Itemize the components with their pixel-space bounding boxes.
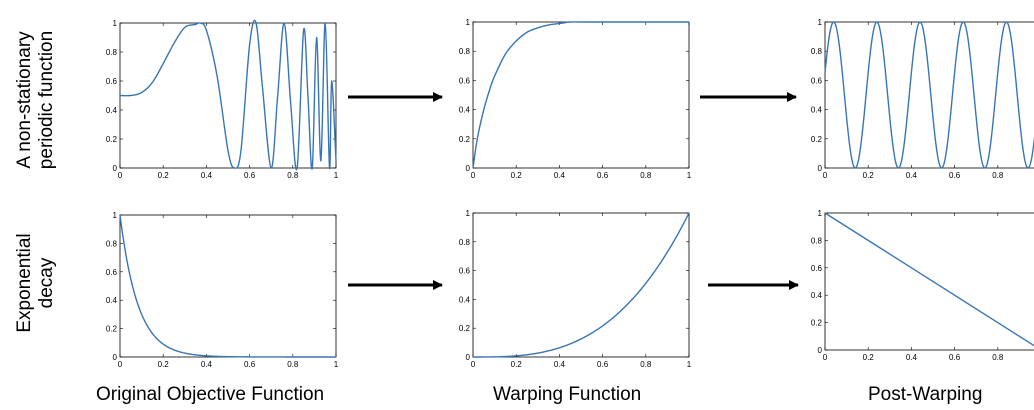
x-tick-label: 0.6 — [949, 353, 961, 362]
x-tick-label: 0.6 — [244, 171, 256, 180]
y-tick-label: 0.2 — [106, 135, 118, 144]
y-tick-label: 0 — [818, 346, 823, 355]
y-tick-label: 0.4 — [106, 296, 118, 305]
y-tick-label: 0 — [113, 353, 118, 362]
y-tick-label: 1 — [113, 211, 118, 220]
x-tick-label: 0.4 — [906, 353, 918, 362]
y-tick-label: 0 — [818, 164, 823, 173]
y-tick-label: 1 — [466, 209, 471, 218]
x-tick-label: 0.2 — [158, 360, 170, 369]
y-tick-label: 0.6 — [811, 264, 823, 273]
plot-frame — [119, 22, 337, 169]
column-label-warping: Warping Function — [493, 384, 642, 405]
y-tick-label: 0.4 — [106, 106, 118, 115]
y-tick-label: 0.8 — [811, 236, 823, 245]
y-tick-label: 0.4 — [459, 106, 471, 115]
column-label-original: Original Objective Function — [96, 384, 325, 405]
y-tick-label: 0.2 — [106, 325, 118, 334]
x-tick-label: 0 — [118, 171, 123, 180]
x-tick-label: 0 — [823, 171, 828, 180]
y-tick-label: 0 — [466, 164, 471, 173]
x-tick-label: 1 — [334, 360, 339, 369]
y-tick-label: 0.8 — [106, 239, 118, 248]
x-tick-label: 0.2 — [511, 360, 523, 369]
y-tick-label: 0.8 — [459, 238, 471, 247]
y-tick-label: 1 — [466, 18, 471, 27]
series-line — [824, 212, 1034, 347]
y-tick-label: 0.8 — [811, 47, 823, 56]
x-tick-label: 0.8 — [992, 353, 1004, 362]
x-tick-label: 0.4 — [201, 171, 213, 180]
y-tick-label: 1 — [818, 18, 823, 27]
x-tick-label: 0.6 — [949, 171, 961, 180]
x-tick-label: 0.4 — [906, 171, 918, 180]
x-tick-label: 0 — [471, 171, 476, 180]
x-tick-label: 1 — [687, 171, 692, 180]
x-tick-label: 0.8 — [287, 171, 299, 180]
x-tick-label: 0.6 — [597, 171, 609, 180]
x-tick-label: 0.2 — [158, 171, 170, 180]
series-line — [472, 21, 689, 169]
plot-frame — [119, 214, 337, 358]
y-tick-label: 0.4 — [459, 295, 471, 304]
y-tick-label: 1 — [113, 19, 118, 28]
x-tick-label: 0.6 — [597, 360, 609, 369]
x-tick-label: 0.2 — [863, 171, 875, 180]
x-tick-label: 1 — [687, 360, 692, 369]
y-tick-label: 0.2 — [459, 324, 471, 333]
y-tick-label: 0.6 — [459, 76, 471, 85]
y-tick-label: 0.4 — [811, 106, 823, 115]
plot-frame — [824, 21, 1034, 169]
y-tick-label: 0.4 — [811, 291, 823, 300]
plot-frame — [472, 212, 690, 358]
x-tick-label: 0.4 — [554, 360, 566, 369]
y-tick-label: 0.8 — [106, 48, 118, 57]
y-tick-label: 0.6 — [811, 76, 823, 85]
x-tick-label: 0 — [823, 353, 828, 362]
x-tick-label: 0.2 — [863, 353, 875, 362]
x-tick-label: 0.8 — [640, 360, 652, 369]
x-tick-label: 0.6 — [244, 360, 256, 369]
series-line — [119, 19, 337, 171]
x-tick-label: 0.8 — [992, 171, 1004, 180]
series-line — [824, 21, 1034, 169]
x-tick-label: 0 — [118, 360, 123, 369]
column-label-post-warping: Post-Warping — [868, 384, 983, 405]
x-tick-label: 0.4 — [554, 171, 566, 180]
x-tick-label: 0 — [471, 360, 476, 369]
y-tick-label: 1 — [818, 209, 823, 218]
x-tick-label: 0.8 — [287, 360, 299, 369]
y-tick-label: 0.6 — [106, 268, 118, 277]
x-tick-label: 0.2 — [511, 171, 523, 180]
y-tick-label: 0.6 — [459, 267, 471, 276]
y-tick-label: 0.8 — [459, 47, 471, 56]
series-line — [119, 214, 336, 358]
y-tick-label: 0.2 — [459, 135, 471, 144]
y-tick-label: 0.6 — [106, 77, 118, 86]
plot-frame — [824, 212, 1034, 351]
y-tick-label: 0 — [113, 164, 118, 173]
x-tick-label: 0.4 — [201, 360, 213, 369]
x-tick-label: 1 — [334, 171, 339, 180]
y-tick-label: 0.2 — [811, 135, 823, 144]
plot-frame — [472, 21, 690, 169]
x-tick-label: 0.8 — [640, 171, 652, 180]
y-tick-label: 0.2 — [811, 319, 823, 328]
series-line — [473, 212, 690, 358]
y-tick-label: 0 — [466, 353, 471, 362]
